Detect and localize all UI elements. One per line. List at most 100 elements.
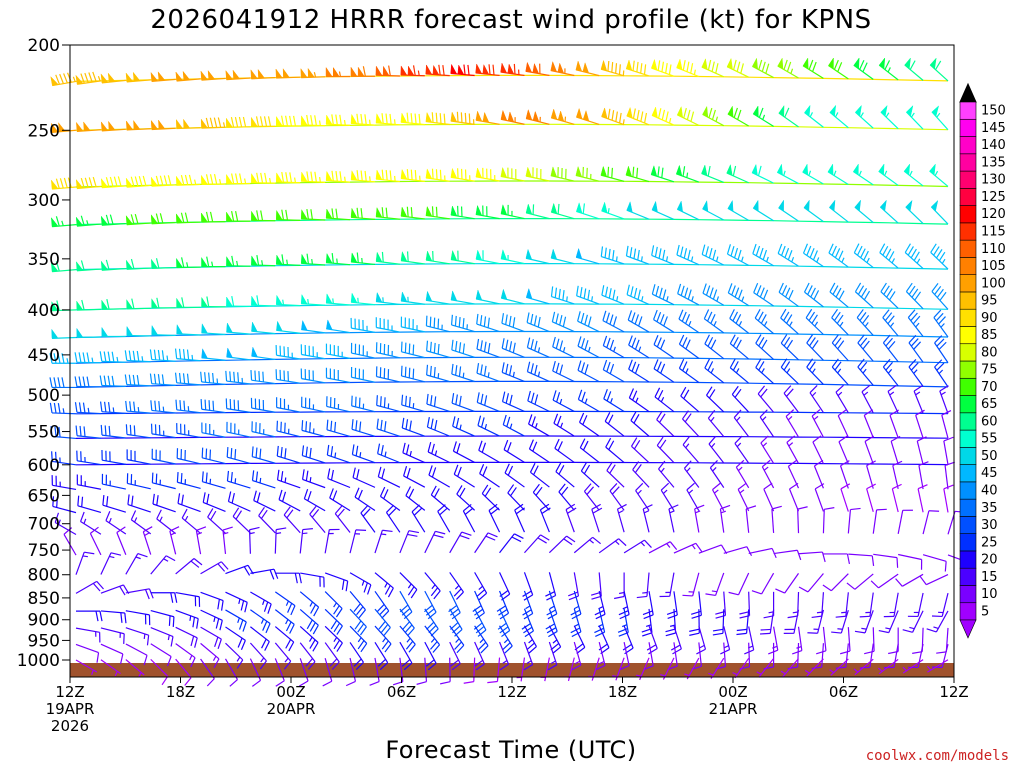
barb-pennant [200, 118, 208, 129]
barb-pennant [905, 199, 913, 212]
barb-full [705, 285, 711, 296]
barb-pennant [132, 71, 141, 82]
barb-full [908, 334, 917, 344]
barb-full [289, 115, 293, 126]
barb-full [406, 251, 409, 262]
wind-barb [812, 435, 824, 464]
barb-full [683, 107, 687, 119]
wind-barb [944, 461, 955, 490]
barb-full [686, 61, 690, 72]
wind-barb [169, 526, 180, 555]
barb-full [537, 316, 541, 328]
wind-barb [374, 590, 390, 619]
barb-pennant [702, 199, 709, 212]
barb-full [306, 253, 309, 264]
barb-full [523, 626, 533, 634]
barb-full [137, 552, 148, 558]
barb-full [425, 659, 435, 667]
wind-barb [525, 248, 550, 265]
barb-half [814, 321, 819, 327]
barb-pennant [407, 65, 415, 76]
barb-full [278, 489, 283, 500]
barb-half [735, 368, 740, 374]
barb-staff [773, 626, 779, 651]
wind-barb [227, 491, 251, 512]
barb-full [806, 245, 812, 256]
barb-pennant [625, 165, 633, 177]
barb-full [526, 361, 531, 372]
wind-barb [922, 510, 940, 535]
barb-full [356, 606, 364, 616]
wind-barb [325, 343, 351, 359]
wind-barb [500, 109, 525, 125]
barb-full [612, 250, 615, 261]
barb-staff [784, 573, 800, 594]
barb-full [55, 261, 60, 272]
wind-barb [755, 358, 775, 385]
barb-full [105, 214, 110, 225]
barb-full [104, 425, 107, 436]
wind-barb [853, 658, 874, 676]
wind-barb [708, 657, 725, 679]
barb-full [682, 60, 686, 71]
wind-barb [301, 445, 326, 464]
barb-full [405, 486, 412, 496]
barb-full [681, 311, 687, 322]
barb-full [178, 372, 182, 384]
wind-barb [554, 438, 575, 463]
wind-barb [225, 564, 254, 576]
barb-full [515, 507, 525, 515]
barb-full [125, 424, 128, 435]
barb-full [540, 503, 550, 511]
barb-staff [616, 508, 625, 533]
barb-pennant [375, 65, 383, 76]
barb-pennant [350, 207, 358, 219]
barb-staff [200, 642, 220, 660]
barb-full [833, 311, 841, 321]
barb-staff [201, 408, 226, 414]
barb-staff [324, 642, 340, 663]
barb-half [645, 624, 652, 628]
barb-staff [227, 480, 251, 489]
barb-staff [941, 644, 949, 668]
barb-full [337, 508, 345, 518]
barb-full [630, 437, 638, 447]
barb-full [562, 290, 565, 301]
barb-full [704, 334, 710, 345]
barb-pennant [325, 208, 333, 219]
barb-full [84, 72, 89, 83]
barb-full [846, 553, 851, 565]
wind-barb [651, 284, 675, 306]
barb-full [662, 249, 666, 261]
wind-barb [74, 352, 101, 364]
barb-full [431, 467, 437, 478]
wind-barb [646, 625, 658, 655]
barb-full [201, 471, 204, 482]
wind-barb [300, 114, 326, 127]
wind-barb [503, 439, 525, 463]
barb-pennant [601, 107, 608, 119]
barb-staff [100, 610, 125, 614]
barb-full [552, 336, 556, 347]
barb-full [602, 359, 608, 370]
barb-full [281, 254, 285, 265]
barb-full [840, 460, 850, 467]
y-tick-label: 200 [28, 36, 60, 56]
barb-full [263, 116, 268, 127]
wind-barb [300, 171, 326, 183]
barb-half [537, 347, 541, 353]
barb-full [130, 214, 135, 225]
barb-full [778, 282, 784, 293]
barb-full [439, 507, 448, 516]
height-contour [75, 461, 949, 466]
barb-full [654, 246, 658, 258]
barb-half [913, 369, 918, 374]
wind-barb [474, 625, 489, 654]
barb-half [528, 639, 533, 644]
barb-full [941, 409, 952, 416]
wind-barb [300, 572, 325, 588]
barb-full [788, 289, 794, 300]
barb-pennant [450, 205, 458, 217]
barb-full [501, 391, 506, 402]
wind-barb [207, 508, 226, 534]
